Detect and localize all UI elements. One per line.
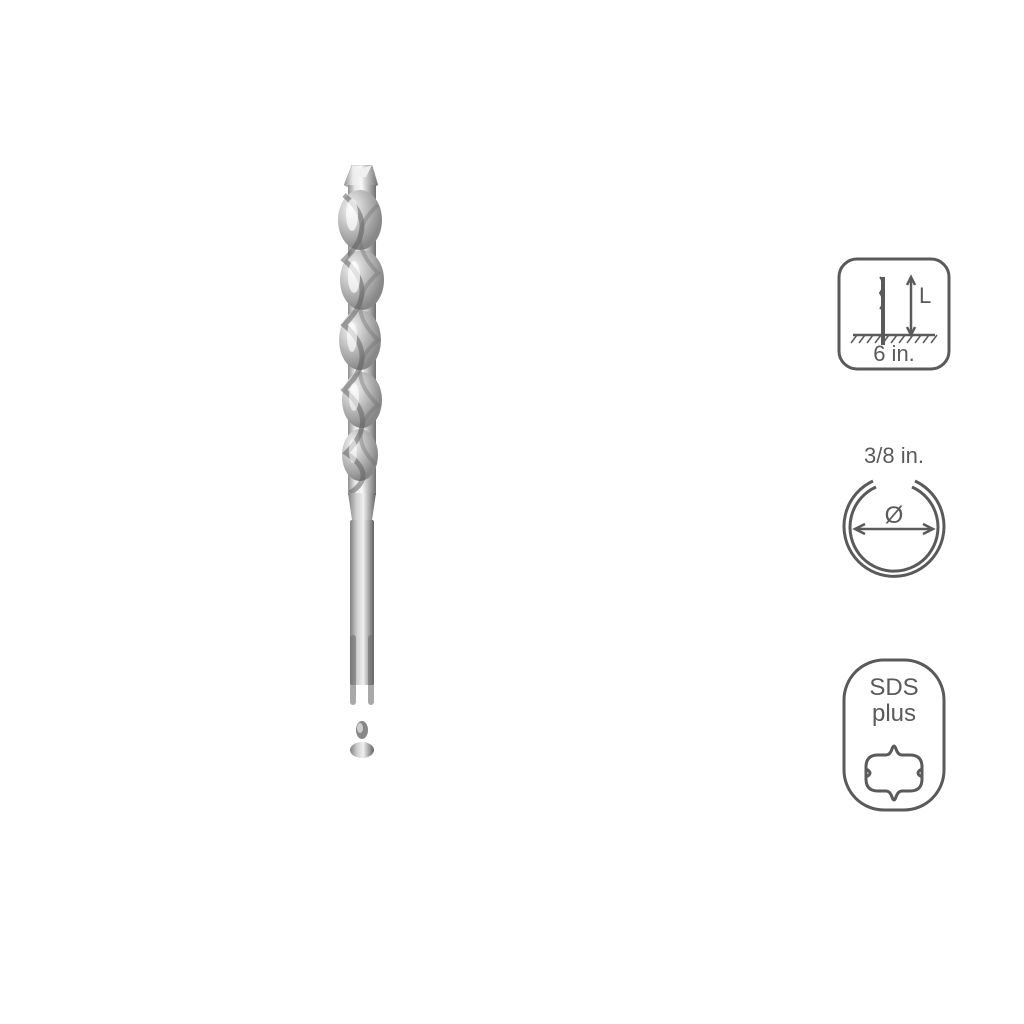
spec-diameter: 3/8 in. Ø: [834, 443, 954, 585]
length-value-in-icon: 6 in.: [873, 341, 915, 366]
length-letter: L: [919, 283, 931, 308]
diameter-symbol: Ø: [885, 502, 904, 529]
product-image: [300, 165, 420, 765]
spec-shank: SDS plus: [834, 655, 954, 868]
spec-panel: L 6 in. 6 in. 3/8 in. Ø: [834, 255, 974, 868]
shank-label-line2: plus: [869, 701, 918, 727]
spec-length: L 6 in. 6 in.: [834, 255, 954, 373]
length-icon: L 6 in.: [835, 255, 953, 373]
diameter-icon: Ø: [835, 473, 953, 585]
shank-label-line1: SDS: [869, 675, 918, 701]
diameter-value: 3/8 in.: [864, 443, 924, 469]
